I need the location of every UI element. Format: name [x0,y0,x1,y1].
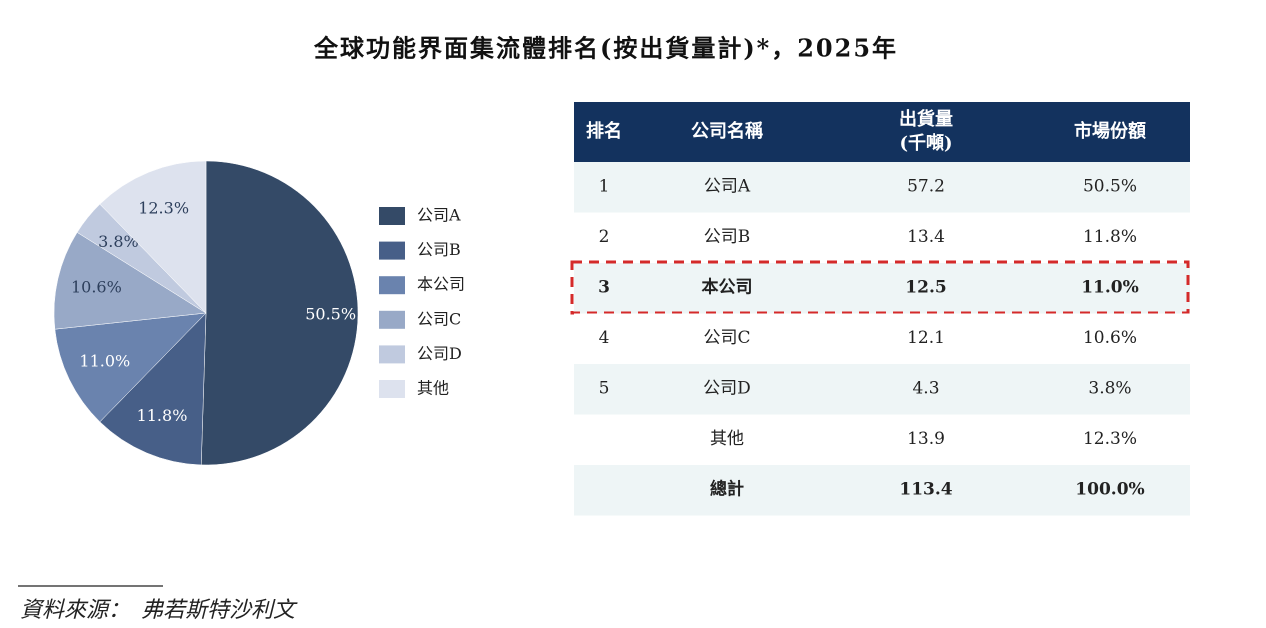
pie-slice [54,312,207,423]
table-cell: 本公司 [702,277,753,298]
table-cell: 總計 [710,479,744,500]
table-cell: 10.6% [1083,328,1137,348]
table-cell: 11.0% [1081,278,1139,298]
page-title: 全球功能界面集流體排名(按出貨量計)*，2025年 [313,34,898,63]
table-cell: 公司A [704,177,751,197]
header-cell: (千噸) [899,132,952,154]
legend-label: 公司D [417,344,462,363]
table-row-bg [574,364,1190,415]
table-row-bg [574,313,1190,364]
table-cell: 公司C [703,328,750,348]
table-header-bg [574,102,1190,162]
table-cell: 3 [598,278,610,298]
legend-swatch [379,310,405,329]
legend-swatch [379,207,405,225]
table-cell: 2 [599,227,610,247]
legend-label: 本公司 [417,275,465,294]
legend-label: 公司C [417,309,461,328]
table-cell: 其他 [710,429,744,449]
legend-label: 公司B [417,240,461,259]
data-label: 12.3% [138,198,189,217]
header-cell: 出貨量 [899,108,953,130]
header-cell: 排名 [586,120,622,142]
table-cell: 13.4 [907,227,945,247]
pie-slice [99,160,207,314]
pie-slice [99,312,207,466]
data-label: 11.8% [137,406,188,425]
table-cell: 3.8% [1088,379,1131,399]
table-cell: 4.3 [912,379,939,399]
table-cell: 4 [599,328,610,348]
table-cell: 57.2 [907,177,945,197]
pie-slice [53,232,207,330]
legend-swatch [379,276,405,295]
legend-swatch [379,380,405,398]
table-cell: 13.9 [907,429,945,449]
table-cell: 11.8% [1083,227,1137,247]
table-row-bg [574,465,1190,516]
header-cell: 公司名稱 [691,120,763,142]
table-cell: 公司B [704,227,751,247]
legend-label: 公司A [417,206,461,225]
table-cell: 公司D [703,379,751,399]
table-cell: 12.1 [907,328,945,348]
table-row-bg [574,414,1190,465]
table-row-bg [574,162,1190,213]
data-label: 50.5% [305,304,356,323]
data-label: 11.0% [79,352,130,371]
table-cell: 50.5% [1083,177,1137,197]
table-cell: 113.4 [899,480,952,500]
table-row-bg [574,263,1190,314]
table-cell: 5 [599,379,610,399]
table-cell: 100.0% [1075,480,1144,500]
data-label: 3.8% [98,232,139,251]
legend-swatch [379,345,405,364]
table-cell: 12.3% [1083,429,1137,449]
source-note: 資料來源： 弗若斯特沙利文 [20,598,298,623]
highlight-box [570,260,1190,315]
table-cell: 12.5 [905,278,946,298]
legend-swatch [379,241,405,260]
pie-slice [200,160,359,466]
data-label: 10.6% [71,277,122,296]
table-row-bg [574,212,1190,263]
legend-label: 其他 [417,379,449,398]
header-cell: 市場份額 [1074,120,1146,142]
table-cell: 1 [599,177,610,197]
